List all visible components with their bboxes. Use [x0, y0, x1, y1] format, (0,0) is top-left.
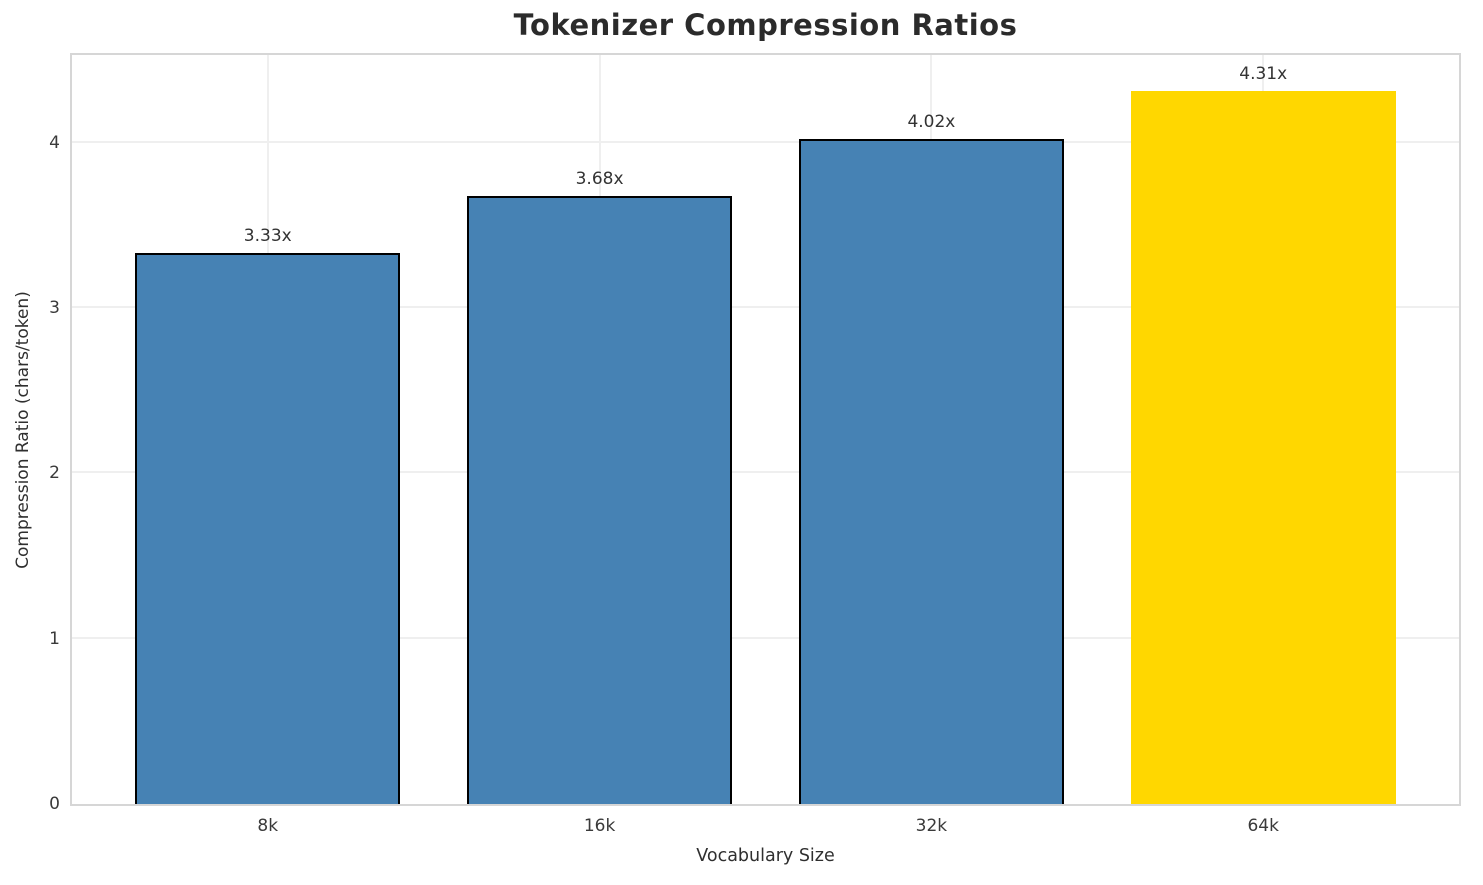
y-axis-label: Compression Ratio (chars/token)	[13, 291, 33, 569]
bar-64k	[1130, 91, 1396, 804]
x-tick-label-16k: 16k	[583, 816, 616, 836]
bar-value-label-8k: 3.33x	[243, 226, 292, 247]
bar-32k	[798, 139, 1065, 804]
chart-title: Tokenizer Compression Ratios	[513, 8, 1018, 42]
y-tick-label: 0	[49, 794, 60, 814]
y-tick-label: 3	[49, 297, 60, 318]
bar-16k	[466, 195, 733, 804]
y-tick-label: 2	[49, 463, 60, 484]
x-axis-label: Vocabulary Size	[696, 846, 835, 866]
x-tick-label-8k: 8k	[257, 816, 279, 836]
bar-value-label-32k: 4.02x	[907, 112, 956, 133]
h-gridline	[72, 140, 1459, 143]
bar-value-label-16k: 3.68x	[575, 168, 624, 189]
y-tick-label: 1	[49, 628, 60, 649]
x-tick-label-64k: 64k	[1247, 816, 1279, 836]
plot-area: 0 1 2 3 4 8k 16k 32k 64k 3.33x 3.68x 4.02x 4.31x	[49, 53, 1461, 836]
x-tick-label-32k: 32k	[915, 816, 948, 836]
bar-value-label-64k: 4.31x	[1239, 64, 1288, 85]
h-gridline	[72, 471, 1459, 474]
h-gridline	[72, 636, 1459, 639]
h-gridline	[72, 305, 1459, 308]
bar-8k	[135, 253, 401, 804]
y-tick-label: 4	[49, 132, 60, 153]
